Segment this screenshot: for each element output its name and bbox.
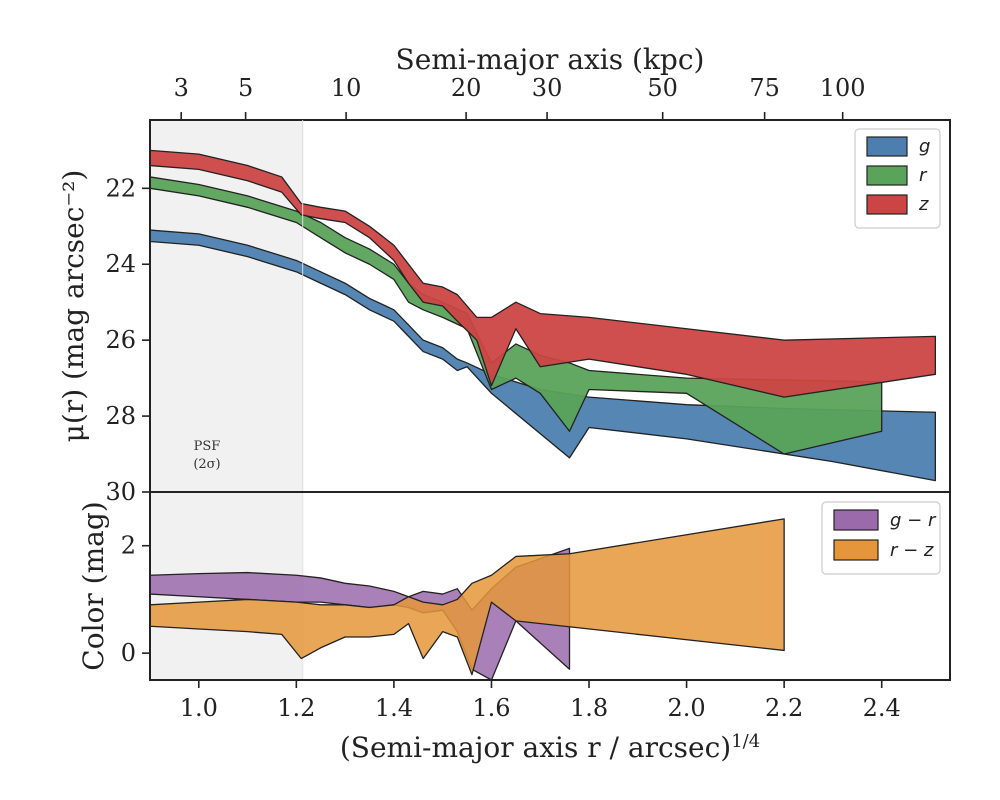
legend-swatch — [866, 194, 908, 215]
top-y-tick-label: 24 — [105, 250, 136, 278]
bottom-y-axis-label: Color (mag) — [77, 501, 110, 670]
top-x-ticks: 3 5 10 20 30 50 75 100 — [174, 74, 866, 120]
color-series — [150, 518, 785, 680]
legend-label: g − r — [890, 510, 937, 531]
legend-label: r − z — [890, 540, 934, 561]
color-panel: 02 1.0 1.2 1.4 1.6 1.8 2.0 2.2 2.4 g − rr − z C… — [77, 491, 951, 764]
top-x-tick-label: 30 — [532, 74, 563, 102]
legend-swatch — [866, 165, 908, 186]
top-y-ticks: 22 24 26 28 30 — [105, 174, 150, 506]
bottom-x-tick-label: 1.6 — [472, 694, 510, 722]
legend-swatch — [866, 136, 908, 157]
bottom-x-ticks: 1.0 1.2 1.4 1.6 1.8 2.0 2.2 2.4 — [180, 680, 901, 722]
bottom-y-ticks: 02 — [121, 532, 150, 667]
legend-swatch — [833, 509, 879, 531]
legend-label: z — [918, 194, 929, 215]
top-x-tick-label: 5 — [238, 74, 253, 102]
series-band-1 — [150, 176, 883, 455]
top-x-tick-label: 75 — [749, 74, 780, 102]
psf-label: PSF — [194, 439, 221, 454]
top-x-tick-label: 20 — [451, 74, 482, 102]
surface-brightness-series — [150, 149, 937, 482]
x-axis-label-exponent: 1/4 — [731, 731, 760, 752]
bottom-x-tick-label: 1.4 — [375, 694, 413, 722]
bottom-x-tick-label: 1.8 — [570, 694, 608, 722]
bottom-x-tick-label: 2.2 — [765, 694, 803, 722]
bottom-legend: g − r r − z — [821, 501, 941, 575]
top-legend: grz — [854, 128, 941, 229]
bottom-x-axis-label: (Semi-major axis r / arcsec)1/4 — [340, 731, 760, 764]
top-x-tick-label: 50 — [647, 74, 678, 102]
top-y-tick-label: 30 — [105, 478, 136, 506]
top-y-tick-label: 28 — [105, 402, 136, 430]
bottom-y-tick-label: 0 — [121, 639, 136, 667]
series-band-2 — [150, 149, 937, 398]
bottom-x-tick-label: 1.0 — [180, 694, 218, 722]
top-x-tick-label: 10 — [331, 74, 362, 102]
legend-label: g — [919, 136, 930, 157]
legend-label: r — [919, 165, 928, 186]
top-y-axis-label: μ(r) (mag arcsec⁻²) — [57, 170, 90, 443]
series-band-1 — [150, 518, 785, 676]
bottom-x-tick-label: 2.4 — [863, 694, 901, 722]
top-y-tick-label: 22 — [105, 174, 136, 202]
legend-swatch — [833, 539, 879, 561]
top-y-tick-label: 26 — [105, 326, 136, 354]
top-x-tick-label: 100 — [820, 74, 866, 102]
psf-sigma-label: (2σ) — [193, 457, 220, 472]
bottom-y-tick-label: 2 — [121, 532, 136, 560]
top-axis-title: Semi-major axis (kpc) — [396, 43, 705, 76]
bottom-x-tick-label: 2.0 — [667, 694, 705, 722]
bottom-panel-frame — [149, 491, 951, 681]
bottom-x-tick-label: 1.2 — [277, 694, 315, 722]
top-x-tick-label: 3 — [174, 74, 189, 102]
